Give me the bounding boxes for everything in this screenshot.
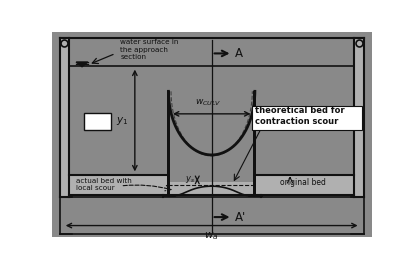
Bar xyxy=(83,113,111,130)
Bar xyxy=(252,106,362,130)
Text: $w_{CULV}$: $w_{CULV}$ xyxy=(195,97,222,108)
Bar xyxy=(169,182,255,195)
Bar xyxy=(255,175,354,195)
Text: A': A' xyxy=(235,211,246,224)
Bar xyxy=(69,175,169,195)
Text: $y_s$: $y_s$ xyxy=(185,174,195,185)
Bar xyxy=(354,38,364,197)
Text: original bed: original bed xyxy=(280,178,326,187)
Bar xyxy=(254,91,256,195)
Polygon shape xyxy=(76,62,88,67)
Text: A: A xyxy=(235,47,243,60)
Bar xyxy=(167,91,170,195)
Text: water surface in
the approach
section: water surface in the approach section xyxy=(121,39,179,60)
Bar xyxy=(59,197,364,234)
Bar xyxy=(59,38,69,197)
Text: actual bed with
local scour: actual bed with local scour xyxy=(76,178,131,191)
Text: $w_a$: $w_a$ xyxy=(204,231,219,243)
Text: theoretical bed for
contraction scour: theoretical bed for contraction scour xyxy=(255,106,344,126)
Text: $y_1$: $y_1$ xyxy=(116,114,128,127)
